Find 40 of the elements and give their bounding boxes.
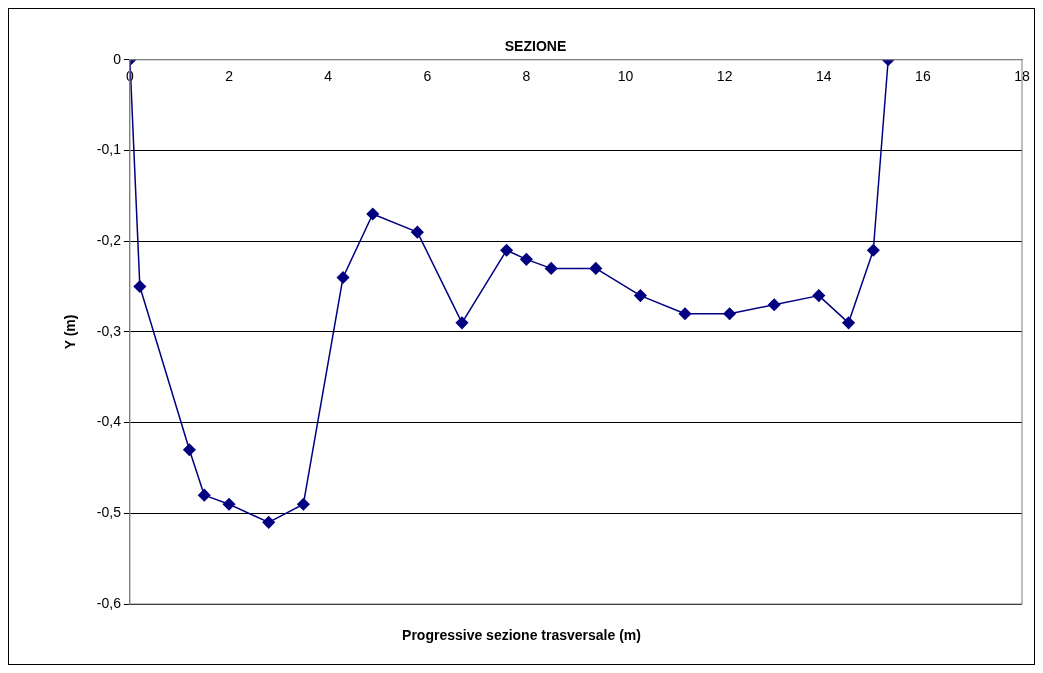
y-tick-label: -0,4	[96, 413, 122, 430]
y-tick-label: 0	[113, 50, 122, 67]
y-tick-label: -0,3	[96, 322, 122, 339]
point	[842, 316, 855, 330]
point	[262, 516, 275, 529]
point	[222, 497, 236, 511]
x-tick-label: 4	[324, 68, 333, 85]
x-axis-title: Progressive sezione trasversale (m)	[401, 627, 642, 643]
point	[544, 262, 558, 275]
point	[723, 307, 736, 321]
x-tick-label: 6	[423, 68, 432, 85]
y-tick-label: -0,5	[96, 504, 122, 521]
point	[678, 307, 692, 321]
x-tick-label: 2	[225, 68, 234, 85]
point	[297, 497, 310, 511]
point	[336, 271, 350, 284]
y-tick-label: -0,2	[96, 232, 122, 249]
x-tick-label: 8	[522, 68, 531, 85]
x-tick-label: 14	[815, 68, 832, 85]
chart-title: SEZIONE	[504, 38, 567, 55]
point	[812, 289, 826, 302]
point	[366, 207, 380, 221]
point	[133, 280, 147, 293]
point	[183, 443, 196, 457]
point	[520, 253, 533, 266]
x-tick-label: 16	[915, 68, 931, 85]
x-tick-label: 10	[617, 68, 634, 85]
point	[198, 488, 211, 502]
y-tick-label: -0,6	[96, 594, 122, 611]
point	[500, 244, 513, 257]
point	[867, 244, 880, 257]
y-tick-label: -0,1	[96, 141, 122, 158]
point	[455, 316, 469, 330]
point	[634, 289, 647, 302]
x-tick-label: 18	[1014, 68, 1030, 85]
y-axis-title: Y (m)	[62, 314, 79, 350]
point	[411, 225, 424, 239]
point	[589, 262, 603, 275]
point	[767, 298, 781, 311]
x-tick-label: 12	[716, 68, 733, 85]
